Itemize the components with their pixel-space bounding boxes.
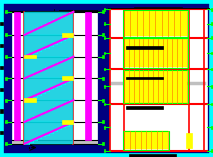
Bar (5, 120, 7, 123)
Bar (5, 99, 7, 102)
Bar (124, 39, 187, 67)
Bar (5, 10, 7, 13)
Bar (12, 140, 97, 144)
Bar (126, 106, 163, 109)
Bar (102, 99, 104, 102)
Bar (211, 126, 213, 129)
Bar (126, 46, 163, 49)
Bar (24, 12, 73, 35)
Bar (24, 57, 73, 78)
Bar (12, 12, 97, 144)
Bar (104, 85, 105, 88)
Bar (24, 122, 73, 144)
Bar (14, 12, 20, 140)
Bar (24, 55, 36, 59)
Bar (211, 85, 213, 88)
Bar (211, 149, 213, 152)
Bar (102, 33, 104, 36)
Bar (102, 10, 104, 13)
Bar (5, 142, 7, 145)
Bar (104, 36, 105, 39)
Bar (104, 103, 105, 105)
Bar (85, 12, 91, 140)
Bar (186, 133, 192, 148)
Bar (124, 70, 187, 103)
Bar (104, 68, 105, 70)
Bar (102, 55, 104, 58)
Bar (0, 22, 3, 25)
Bar (104, 22, 105, 25)
Bar (24, 100, 73, 122)
Bar (104, 52, 105, 54)
Bar (0, 44, 3, 47)
Bar (5, 33, 7, 36)
Bar (62, 33, 73, 37)
Bar (5, 77, 7, 80)
Bar (211, 36, 213, 39)
Bar (24, 98, 36, 102)
Bar (211, 68, 213, 70)
Bar (211, 8, 213, 11)
Bar (62, 120, 73, 124)
Bar (62, 76, 73, 80)
Bar (126, 77, 163, 79)
Bar (104, 126, 105, 129)
Bar (24, 35, 73, 57)
Bar (0, 109, 3, 113)
Bar (102, 142, 104, 145)
Bar (123, 38, 188, 68)
Bar (0, 131, 3, 134)
Bar (102, 120, 104, 123)
Bar (129, 154, 176, 157)
Bar (102, 77, 104, 80)
Bar (124, 11, 187, 36)
Bar (123, 10, 188, 37)
Bar (124, 131, 168, 149)
Bar (5, 55, 7, 58)
Bar (110, 9, 207, 151)
Bar (0, 88, 3, 91)
Bar (123, 70, 188, 103)
Bar (123, 131, 169, 150)
Bar (0, 66, 3, 69)
Bar (104, 8, 105, 11)
Bar (211, 22, 213, 25)
Bar (211, 103, 213, 105)
Bar (24, 78, 73, 100)
Bar (104, 149, 105, 152)
Bar (211, 52, 213, 54)
